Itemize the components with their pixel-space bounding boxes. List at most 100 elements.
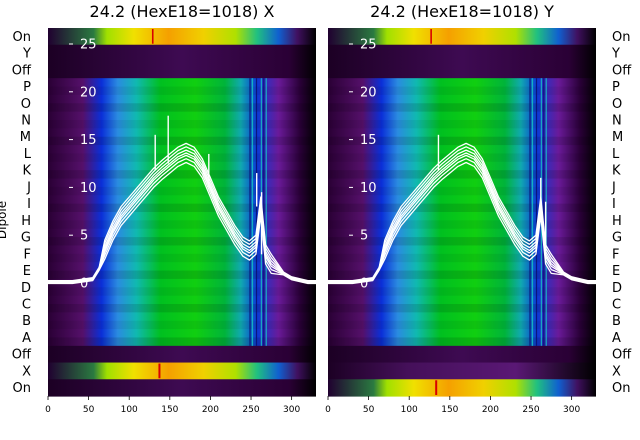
x-tick-label: 150 (161, 405, 178, 415)
x-tick-label: 250 (242, 405, 259, 415)
heatmap-row-shade (48, 287, 316, 296)
row-label-right-c: C (612, 298, 621, 313)
heatmap-row-off (48, 345, 316, 364)
heatmap-row-p (328, 78, 596, 96)
heatmap-row-top-on (48, 28, 316, 46)
heatmap-row-shade (328, 320, 596, 330)
heatmap-row-b (328, 312, 596, 330)
trace-line-6 (48, 142, 316, 282)
row-label-right-i: I (612, 197, 616, 212)
heatmap-hotspot (158, 363, 161, 379)
heatmap-row-off (328, 61, 596, 79)
x-tick-label: 200 (202, 405, 219, 415)
heatmap-row-c (48, 295, 316, 313)
row-label-right-d: D (612, 281, 622, 296)
y-axis-label: Dipole (0, 201, 9, 239)
heatmap-row-shade (48, 237, 316, 246)
overlay-y-tick-label: 25 (80, 38, 97, 53)
row-label-left-y: Y (22, 47, 31, 62)
row-label-right-x: X (612, 364, 621, 379)
heatmap-row-shade (48, 170, 316, 179)
x-tick-label: 50 (83, 405, 95, 415)
heatmap-row-n (48, 111, 316, 129)
heatmap-streak (535, 78, 538, 346)
heatmap-streak (255, 78, 258, 346)
row-label-right-off: Off (612, 63, 632, 78)
heatmap-row-shade (328, 203, 596, 212)
heatmap-row-n (328, 111, 596, 129)
row-label-left-d: D (21, 281, 31, 296)
heatmap-row-shade (328, 170, 596, 179)
heatmap-row-top-on (328, 28, 596, 46)
heatmap-row-l (48, 145, 316, 163)
heatmap-row-shade (48, 186, 316, 196)
trace-line-1 (48, 158, 316, 284)
heatmap-row-k (48, 161, 316, 180)
row-label-left-c: C (22, 298, 31, 313)
overlay-y-tick-label: 15 (80, 133, 97, 148)
heatmap-row-shade (328, 86, 596, 95)
panel-right-heatmap (328, 28, 596, 397)
trace-line-0 (328, 161, 596, 285)
row-label-left-e: E (23, 264, 31, 279)
heatmap-row-b (48, 312, 316, 330)
heatmap-row-bottom-on (48, 379, 316, 397)
panel-left-x-ticks: 0 50 100 150 200 250 300 (45, 396, 300, 415)
row-label-right-j: J (611, 180, 616, 195)
row-label-left-i: I (27, 197, 31, 212)
row-label-right-on: On (612, 381, 630, 396)
heatmap-row-d (48, 278, 316, 297)
x-tick-label: 150 (441, 405, 458, 415)
heatmap-row-o (328, 94, 596, 113)
row-label-left-j: J (26, 180, 31, 195)
x-tick-label: 0 (325, 405, 331, 415)
overlay-y-tick-label: 15 (360, 133, 377, 148)
row-label-right-a: A (612, 331, 621, 346)
x-tick-label: 100 (401, 405, 418, 415)
x-tick-label: 300 (283, 405, 300, 415)
heatmap-hotspot (151, 29, 154, 44)
heatmap-hotspot (435, 380, 438, 395)
heatmap-row-shade (328, 304, 596, 313)
row-label-right-off: Off (612, 348, 632, 363)
heatmap-row-bottom-x (48, 362, 316, 380)
row-label-right-h: H (612, 214, 622, 229)
heatmap-row-shade (48, 120, 316, 129)
row-label-right-b: B (612, 314, 621, 329)
heatmap-streak (249, 78, 251, 346)
row-label-right-g: G (612, 231, 622, 246)
row-label-right-e: E (612, 264, 620, 279)
heatmap-row-bottom-on (328, 379, 596, 397)
heatmap-row-d (328, 278, 596, 297)
heatmap-row-shade (48, 320, 316, 330)
heatmap-row-bottom-x (328, 362, 596, 380)
heatmap-hotspot (430, 29, 432, 44)
heatmap-streak (265, 78, 267, 346)
heatmap-row-shade (48, 304, 316, 313)
overlay-y-tick-label: 5 (80, 229, 88, 244)
row-label-left-n: N (21, 114, 31, 129)
heatmap-row-shade (48, 136, 316, 146)
heatmap-row-shade (48, 220, 316, 229)
panel-left-title: 24.2 (HexE18=1018) X (90, 2, 275, 21)
heatmap-row-shade (48, 103, 316, 112)
x-tick-label: 300 (563, 405, 580, 415)
row-label-right-f: F (612, 247, 619, 262)
row-label-right-p: P (612, 80, 620, 95)
row-label-left-g: G (21, 231, 31, 246)
heatmap-row-e (328, 262, 596, 280)
row-label-left-o: O (21, 97, 31, 112)
heatmap-row-i (48, 195, 316, 213)
panel-right-x-ticks: 0 50 100 150 200 250 300 (325, 396, 580, 415)
heatmap-row-o (48, 94, 316, 113)
heatmap-streak (529, 78, 531, 346)
row-label-left-m: M (20, 130, 31, 145)
trace-line-5 (48, 146, 316, 282)
heatmap-streak (543, 78, 545, 346)
trace-line-1 (328, 158, 596, 284)
heatmap-row-j (48, 178, 316, 196)
panel-left-heatmap (48, 28, 316, 397)
